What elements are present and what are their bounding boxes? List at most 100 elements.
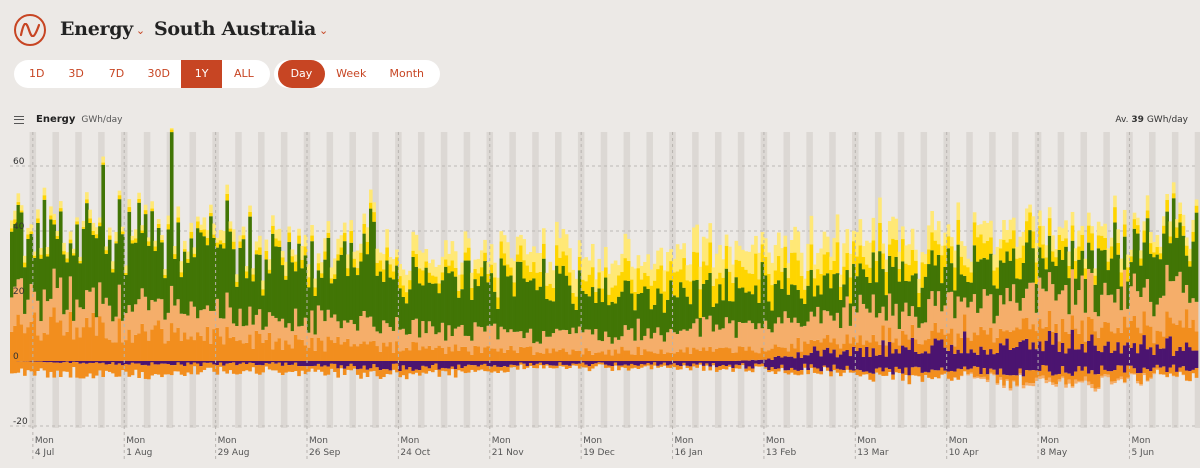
x-tick-day: Mon	[766, 436, 785, 446]
gas_ccgt-negative-bar	[391, 363, 396, 370]
solar_utility-bar	[401, 285, 406, 297]
solar_rooftop-bar	[594, 279, 598, 292]
battery-bar	[855, 351, 859, 361]
gas_ocgt-bar	[85, 290, 89, 318]
wind-bar	[985, 259, 990, 296]
wind-bar	[506, 276, 510, 333]
wind-bar	[42, 199, 47, 290]
wind-bar	[375, 275, 380, 332]
wind-bar	[385, 260, 389, 324]
gas_ocgt-bar	[692, 323, 696, 348]
range-3d-button[interactable]: 3D	[68, 67, 84, 80]
wind-bar	[280, 265, 285, 319]
metric-selector[interactable]: Energy ⌄	[60, 18, 145, 40]
solar_rooftop-bar	[845, 229, 850, 254]
gas_ccgt-negative-bar	[662, 362, 667, 366]
gas_ocgt-bar	[675, 333, 680, 352]
solar_utility-bar	[199, 229, 203, 233]
solar_rooftop-bar	[19, 205, 24, 211]
range-7d-button[interactable]: 7D	[108, 67, 125, 80]
gas_ccgt-negative-bar	[1008, 375, 1013, 389]
gas_ocgt-bar	[884, 320, 889, 346]
battery-bar	[966, 353, 970, 361]
gas_ccgt-negative-bar	[636, 365, 641, 369]
gas_ccgt-bar	[985, 334, 990, 355]
gas_ccgt-negative-bar	[682, 362, 686, 366]
battery-bar	[940, 339, 944, 361]
interval-month-button[interactable]: Month	[389, 67, 425, 80]
gas_ccgt-bar	[1139, 333, 1143, 345]
solar_rooftop-bar	[1025, 208, 1029, 222]
hamburger-menu-icon[interactable]	[14, 115, 24, 124]
gas_ocgt-bar	[636, 318, 641, 347]
wind-bar	[453, 276, 458, 329]
solar_rooftop-bar	[604, 247, 608, 268]
range-30d-button[interactable]: 30D	[147, 67, 171, 80]
battery-negative-bar	[1034, 361, 1039, 371]
gas_ccgt-negative-bar	[535, 363, 540, 369]
gas_ocgt-bar	[307, 332, 311, 348]
gas_ccgt-bar	[414, 342, 419, 361]
solar_rooftop-bar	[972, 212, 977, 223]
wind-bar	[466, 260, 471, 336]
gas_ccgt-bar	[581, 354, 585, 361]
wind-bar	[894, 256, 899, 304]
gas_ccgt-bar	[825, 334, 830, 348]
gas_ocgt-negative-bar	[1002, 385, 1006, 388]
solar_rooftop-bar	[333, 258, 337, 275]
range-1d-button[interactable]: 1D	[28, 67, 45, 80]
battery-bar	[1090, 334, 1094, 361]
solar_utility-bar	[652, 280, 657, 305]
gas_ocgt-bar	[313, 334, 318, 351]
gas_ccgt-bar	[1002, 331, 1006, 346]
gas_ccgt-negative-bar	[284, 362, 288, 373]
interval-day-button[interactable]: Day	[278, 60, 325, 88]
solar_utility-bar	[528, 271, 533, 281]
wind-bar	[816, 285, 820, 307]
wind-bar	[182, 251, 187, 314]
x-tick-day: Mon	[126, 436, 145, 446]
gas_ccgt-negative-bar	[1152, 367, 1156, 373]
gas_ocgt-negative-bar	[1044, 380, 1049, 384]
battery-bar	[757, 359, 762, 361]
wind-bar	[910, 275, 915, 307]
x-tick-label: 5 Jun	[1131, 448, 1154, 458]
gas_ocgt-bar	[297, 326, 301, 340]
gas_ccgt-negative-bar	[992, 369, 996, 375]
battery-negative-bar	[1025, 361, 1029, 371]
range-all-button[interactable]: ALL	[233, 67, 254, 80]
gas_ccgt-bar	[741, 346, 745, 361]
gas_ocgt-bar	[463, 335, 468, 347]
wind-bar	[920, 287, 925, 324]
gas_ccgt-negative-bar	[447, 368, 451, 376]
solar_utility-bar	[408, 280, 412, 290]
battery-negative-bar	[192, 361, 197, 363]
battery-negative-bar	[160, 361, 164, 364]
wind-bar	[1158, 259, 1163, 298]
solar_utility-bar	[1008, 239, 1013, 261]
solar_rooftop-bar	[205, 230, 210, 238]
gas_ccgt-bar	[956, 333, 961, 350]
region-selector[interactable]: South Australia ⌄	[154, 18, 328, 40]
gas_ccgt-bar	[264, 339, 269, 361]
range-1y-button[interactable]: 1Y	[181, 60, 222, 88]
wind-bar	[1191, 241, 1196, 299]
battery-negative-bar	[39, 361, 43, 362]
interval-week-button[interactable]: Week	[336, 67, 367, 80]
gas_ccgt-bar	[460, 346, 465, 361]
wind-bar	[822, 275, 827, 311]
solar_rooftop-bar	[1100, 226, 1104, 236]
solar_utility-bar	[1122, 224, 1127, 237]
solar_utility-bar	[718, 272, 722, 285]
gas_ccgt-negative-bar	[897, 368, 902, 373]
gas_ccgt-negative-bar	[88, 362, 92, 374]
solar_utility-bar	[940, 255, 944, 284]
gas_ccgt-negative-bar	[901, 373, 905, 381]
battery-bar	[910, 337, 915, 361]
wind-bar	[150, 211, 154, 301]
gas_ccgt-negative-bar	[261, 365, 265, 373]
opennem-logo-icon[interactable]	[14, 14, 46, 46]
gas_ocgt-bar	[506, 332, 510, 350]
gas_ocgt-bar	[933, 305, 938, 323]
